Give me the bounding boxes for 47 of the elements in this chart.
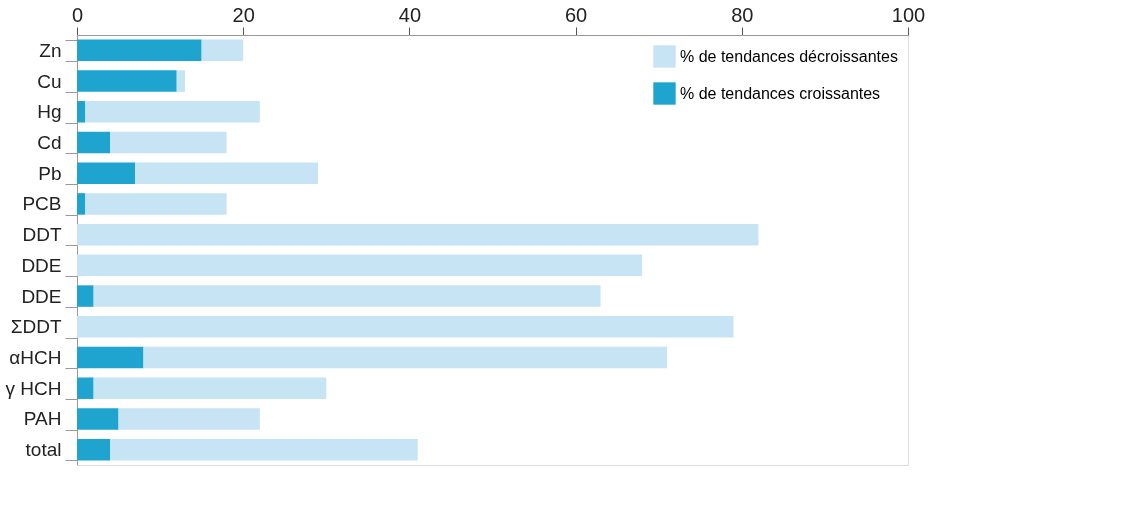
x-tick-label: 80 xyxy=(731,3,754,26)
bar xyxy=(110,131,227,154)
legend-label: % de tendances croissantes xyxy=(680,84,881,102)
y-tick-label: αHCH xyxy=(9,347,62,368)
x-tick-label: 100 xyxy=(891,3,926,26)
y-tick-label: Zn xyxy=(39,39,62,61)
bar xyxy=(176,70,186,92)
bar xyxy=(110,438,418,461)
bar xyxy=(77,346,144,369)
bar xyxy=(77,438,111,461)
bar xyxy=(77,316,734,338)
bar xyxy=(85,101,260,123)
bar xyxy=(77,285,94,307)
x-tick-label: 60 xyxy=(564,3,588,26)
bar xyxy=(143,346,668,369)
bar xyxy=(77,377,94,399)
bar xyxy=(77,254,643,277)
y-tick-label: DDE xyxy=(21,254,62,276)
legend-label: % de tendances décroissantes xyxy=(680,47,898,65)
bar xyxy=(85,193,227,215)
y-tick-label: DDT xyxy=(22,224,62,246)
bar xyxy=(77,162,136,184)
bar xyxy=(93,285,601,307)
bar xyxy=(77,101,86,123)
y-tick-label: DDE xyxy=(21,285,62,307)
y-tick-label: Hg xyxy=(37,101,62,123)
bar xyxy=(93,377,327,399)
bar xyxy=(77,70,177,92)
y-tick-label: PAH xyxy=(23,408,62,430)
bar xyxy=(77,408,119,430)
bar xyxy=(77,223,759,246)
bar xyxy=(77,193,86,215)
y-tick-label: Cu xyxy=(37,70,62,92)
y-tick-label: Cd xyxy=(37,132,62,153)
y-tick-label: ΣDDT xyxy=(10,316,62,338)
x-tick-label: 20 xyxy=(232,3,255,26)
y-tick-label: Pb xyxy=(38,162,62,184)
x-tick-label: 0 xyxy=(71,3,84,26)
bar xyxy=(135,162,318,184)
y-tick-label: total xyxy=(25,439,62,461)
bar xyxy=(77,131,111,154)
y-tick-label: γ HCH xyxy=(5,377,62,399)
x-tick-label: 40 xyxy=(398,3,422,26)
bar xyxy=(201,39,244,62)
bar xyxy=(118,408,260,430)
bar xyxy=(77,39,202,62)
y-tick-label: PCB xyxy=(22,193,62,215)
